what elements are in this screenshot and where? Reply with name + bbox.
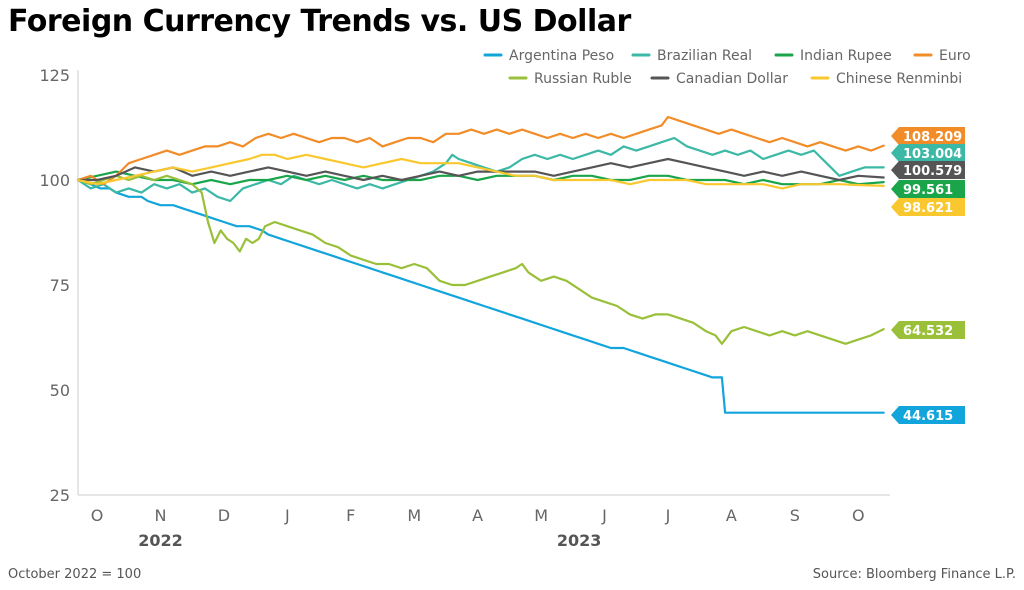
end-label-value: 98.621: [903, 201, 953, 216]
end-label-tag: [891, 198, 965, 216]
series-line-chinese-renminbi: [76, 153, 885, 190]
series-line-brazilian-real: [76, 136, 885, 203]
x-tick-label: M: [534, 506, 548, 525]
y-tick-label: 25: [50, 486, 70, 505]
legend-item-brazilian-real: Brazilian Real: [631, 48, 752, 64]
x-tick-label: D: [218, 506, 230, 525]
x-tick-label: J: [601, 506, 607, 525]
chart-axes: 25 50 75 100 125 O N D J F M A M J J A S O 2022 2023: [39, 66, 890, 550]
baseline-note: October 2022 = 100: [8, 567, 142, 582]
x-tick-label: M: [407, 506, 421, 525]
x-tick-label: A: [472, 506, 483, 525]
series-line-russian-ruble: [76, 174, 885, 345]
end-label-chinese-renminbi: 98.621: [891, 198, 965, 216]
legend-item-indian-rupee: Indian Rupee: [774, 48, 892, 64]
x-tick-label: O: [91, 506, 104, 525]
source-note: Source: Bloomberg Finance L.P.: [812, 567, 1016, 582]
y-tick-label: 125: [39, 66, 70, 85]
end-label-argentina-peso: 44.615: [891, 406, 965, 424]
legend-label: Russian Ruble: [534, 71, 632, 87]
year-label: 2022: [138, 531, 183, 550]
end-label-tag: [891, 127, 965, 145]
end-label-russian-ruble: 64.532: [891, 321, 965, 339]
end-label-indian-rupee: 99.561: [891, 180, 965, 198]
end-label-euro: 108.209: [891, 127, 965, 145]
end-label-value: 103.004: [903, 147, 962, 162]
y-tick-label: 50: [50, 381, 70, 400]
legend-item-chinese-renminbi: Chinese Renminbi: [810, 71, 962, 87]
end-label-tag: [891, 406, 965, 424]
x-tick-label: J: [284, 506, 290, 525]
x-tick-label: F: [346, 506, 355, 525]
end-label-tag: [891, 144, 965, 162]
end-labels: 108.209 103.004 100.579 99.561 98.621 64.532 4…: [891, 127, 965, 424]
x-tick-label: J: [665, 506, 671, 525]
x-tick-label: N: [154, 506, 166, 525]
y-tick-label: 75: [50, 276, 70, 295]
end-label-value: 64.532: [903, 324, 953, 339]
legend-item-russian-ruble: Russian Ruble: [508, 71, 632, 87]
end-label-value: 108.209: [903, 130, 962, 145]
end-label-tag: [891, 180, 965, 198]
legend-item-argentina-peso: Argentina Peso: [483, 48, 614, 64]
x-tick-label: A: [726, 506, 737, 525]
end-label-brazilian-real: 103.004: [891, 144, 965, 162]
end-label-canadian-dollar: 100.579: [891, 161, 965, 179]
legend-label: Chinese Renminbi: [836, 71, 962, 87]
end-label-value: 44.615: [903, 409, 953, 424]
end-label-tag: [891, 321, 965, 339]
legend-label: Canadian Dollar: [676, 71, 788, 87]
series-line-argentina-peso: [76, 178, 885, 414]
legend-label: Argentina Peso: [509, 48, 614, 64]
chart-series: [76, 115, 885, 414]
series-line-canadian-dollar: [76, 157, 885, 182]
x-tick-label: S: [790, 506, 800, 525]
x-tick-label: O: [852, 506, 865, 525]
legend-item-euro: Euro: [913, 48, 971, 64]
series-line-euro: [76, 115, 885, 186]
y-tick-label: 100: [39, 171, 70, 190]
end-label-tag: [891, 161, 965, 179]
legend-item-canadian-dollar: Canadian Dollar: [650, 71, 788, 87]
chart-title: Foreign Currency Trends vs. US Dollar: [8, 4, 631, 39]
chart-legend: Argentina Peso Brazilian Real Indian Rupee…: [483, 48, 971, 87]
end-label-value: 99.561: [903, 183, 953, 198]
year-label: 2023: [557, 531, 602, 550]
end-label-value: 100.579: [903, 164, 962, 179]
legend-label: Euro: [939, 48, 971, 64]
legend-label: Indian Rupee: [800, 48, 892, 64]
legend-label: Brazilian Real: [657, 48, 752, 64]
